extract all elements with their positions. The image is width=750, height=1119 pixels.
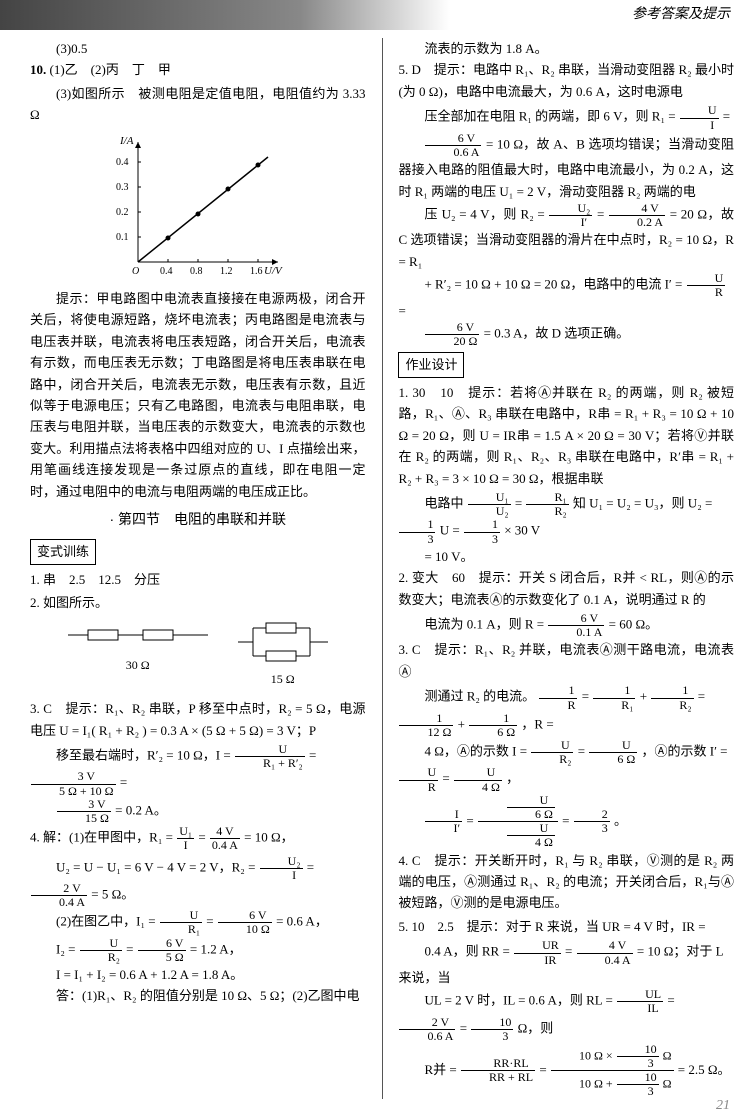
svg-text:0.3: 0.3 bbox=[116, 182, 129, 193]
box-label: 作业设计 bbox=[398, 352, 464, 377]
text: 5. D 提示：电路中 R₁、R₂ 串联，当滑动变阻器 R₂ 最小时(为 0 Ω… bbox=[398, 59, 734, 102]
text: + R′₂ = 10 Ω + 10 Ω = 20 Ω，电路中的电流 I′ = U… bbox=[398, 272, 734, 321]
text: 流表的示数为 1.8 A。 bbox=[398, 38, 734, 59]
text: 2. 变大 60 提示：开关 S 闭合后，R并 < RL，则Ⓐ的示数变大；电流表… bbox=[398, 567, 734, 610]
section-title: · 第四节 电阻的串联和并联 bbox=[30, 508, 366, 531]
text: (3)0.5 bbox=[30, 38, 366, 59]
text: 4. 解：(1)在甲图中，R₁ = U₁I = 4 V0.4 A = 10 Ω， bbox=[30, 825, 366, 852]
column-divider bbox=[382, 38, 383, 1099]
page-header: 参考答案及提示 bbox=[0, 0, 750, 30]
text: (2)在图乙中，I₁ = UR₁ = 6 V10 Ω = 0.6 A， bbox=[30, 909, 366, 936]
text: R并 = RR·RLRR + RL = 10 Ω × 103 Ω 10 Ω + … bbox=[398, 1043, 734, 1099]
text: 3. C 提示：R₁、R₂ 并联，电流表Ⓐ测干路电流，电流表Ⓐ bbox=[398, 639, 734, 682]
text: 2. 如图所示。 bbox=[30, 592, 366, 613]
page-number: 21 bbox=[716, 1094, 730, 1117]
text: 移至最右端时，R′₂ = 10 Ω，I = UR₁ + R′₂ = 3 V5 Ω… bbox=[30, 743, 366, 798]
page-body: (3)0.5 10. (1)乙 (2)丙 丁 甲 (3)如图所示 被测电阻是定值… bbox=[0, 30, 750, 1119]
text: 6 V0.6 A = 10 Ω，故 A、B 选项均错误；当滑动变阻器接入电路的阻… bbox=[398, 132, 734, 202]
text: U₂ = U − U₁ = 6 V − 4 V = 2 V，R₂ = U₂I =… bbox=[30, 855, 366, 910]
text: II′ = U6 Ω U4 Ω = 23 。 bbox=[398, 794, 734, 850]
svg-text:I/A: I/A bbox=[119, 135, 134, 147]
text: I = I₁ + I₂ = 0.6 A + 1.2 A = 1.8 A。 bbox=[30, 964, 366, 985]
text: 3. C 提示：R₁、R₂ 串联，P 移至中点时，R₂ = 5 Ω，电源电压 U… bbox=[30, 698, 366, 741]
svg-text:0.4: 0.4 bbox=[116, 157, 129, 168]
text: 5. 10 2.5 提示：对于 R 来说，当 UR = 4 V 时，IR = bbox=[398, 916, 734, 937]
text: 电流为 0.1 A，则 R = 6 V0.1 A = 60 Ω。 bbox=[398, 612, 734, 639]
text: 1. 30 10 提示：若将Ⓐ并联在 R₂ 的两端，则 R₂ 被短路，R₁、Ⓐ、… bbox=[398, 382, 734, 489]
text: 3 V15 Ω = 0.2 A。 bbox=[30, 798, 366, 825]
text: 电路中 U₁U₂ = R₁R₂ 知 U₁ = U₂ = U₃，则 U₂ = 13… bbox=[398, 491, 734, 546]
text: 压全部加在电阻 R₁ 的两端，即 6 V，则 R₁ = UI = bbox=[398, 104, 734, 131]
right-column: 流表的示数为 1.8 A。 5. D 提示：电路中 R₁、R₂ 串联，当滑动变阻… bbox=[398, 38, 734, 1099]
text: 1. 串 2.5 12.5 分压 bbox=[30, 569, 366, 590]
hint-text: 提示：甲电路图中电流表直接接在电源两极，闭合开关后，将使电源短路，烧坏电流表；丙… bbox=[30, 288, 366, 502]
text: 0.4 A，则 RR = URIR = 4 V0.4 A = 10 Ω；对于 L… bbox=[398, 939, 734, 988]
box-label: 变式训练 bbox=[30, 539, 96, 564]
svg-text:0.4: 0.4 bbox=[160, 266, 173, 277]
text: I₂ = UR₂ = 6 V5 Ω = 1.2 A， bbox=[30, 937, 366, 964]
circuit-diagram: 30 Ω 15 Ω bbox=[30, 620, 366, 691]
text: UL = 2 V 时，IL = 0.6 A，则 RL = ULIL = 2 V0… bbox=[398, 988, 734, 1043]
ua-graph: I/A 0.4 0.3 0.2 0.1 O 0.4 0.8 1.2 1.6 U/V bbox=[108, 132, 288, 282]
text: = 10 V。 bbox=[398, 546, 734, 567]
svg-text:0.1: 0.1 bbox=[116, 232, 129, 243]
left-column: (3)0.5 10. (1)乙 (2)丙 丁 甲 (3)如图所示 被测电阻是定值… bbox=[30, 38, 366, 1099]
text: 测通过 R₂ 的电流。 1R = 1R₁ + 1R₂ = 112 Ω + 16 … bbox=[398, 684, 734, 739]
text: (3)如图所示 被测电阻是定值电阻，电阻值约为 3.33 Ω bbox=[30, 83, 366, 126]
svg-text:U/V: U/V bbox=[264, 265, 283, 277]
text: 压 U₂ = 4 V，则 R₂ = U₂I′ = 4 V0.2 A = 20 Ω… bbox=[398, 202, 734, 272]
svg-text:0.2: 0.2 bbox=[116, 207, 129, 218]
svg-text:1.6: 1.6 bbox=[250, 266, 263, 277]
text: 10. (1)乙 (2)丙 丁 甲 bbox=[30, 59, 366, 80]
text: 答：(1)R₁、R₂ 的阻值分别是 10 Ω、5 Ω；(2)乙图中电 bbox=[30, 985, 366, 1006]
text: 6 V20 Ω = 0.3 A，故 D 选项正确。 bbox=[398, 321, 734, 348]
svg-text:0.8: 0.8 bbox=[190, 266, 203, 277]
text: 4 Ω，Ⓐ的示数 I = UR₂ = U6 Ω ，Ⓐ的示数 I′ = UR = … bbox=[398, 739, 734, 794]
text: 4. C 提示：开关断开时，R₁ 与 R₂ 串联，Ⓥ测的是 R₂ 两端的电压，Ⓐ… bbox=[398, 850, 734, 914]
svg-text:O: O bbox=[132, 266, 139, 277]
header-title: 参考答案及提示 bbox=[632, 3, 730, 26]
svg-text:1.2: 1.2 bbox=[220, 266, 233, 277]
